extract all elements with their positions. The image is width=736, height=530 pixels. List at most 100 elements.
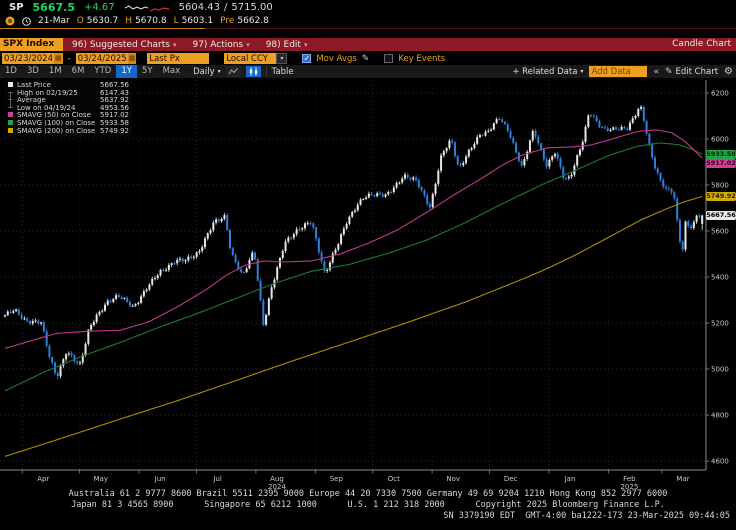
range-button-ytd[interactable]: YTD [94,66,112,76]
prev-close-value: Pre 5662.8 [220,16,269,26]
high-value: H 5670.8 [125,16,167,26]
x-axis-month-label: Apr [37,475,49,483]
currency-select[interactable] [224,53,277,64]
legend-row[interactable]: SMAVG (50) on Close 5917.02 [7,112,129,120]
legend-row[interactable]: ┼ Average 5637.92 [7,97,129,105]
legend-row[interactable]: Last Price 5667.56 [7,81,129,90]
x-axis-month-label: Jan [564,475,576,483]
related-data-button[interactable]: + Related Data ▾ [512,66,584,77]
last-price: 5667.5 [32,1,75,14]
collapse-panel-button[interactable]: « [653,66,659,77]
currency-caret-button[interactable]: ▾ [276,53,288,64]
legend-label: SMAVG (200) on Close [17,127,96,135]
line-chart-style-button[interactable] [225,66,241,77]
session-date: 21-Mar [38,16,70,26]
legend-row[interactable]: SMAVG (200) on Close 5749.92 [7,127,129,136]
legend-row[interactable]: ┴ Low on 04/19/24 4953.56 [7,103,129,113]
x-axis-month-label: Jun [154,475,166,483]
mov-avgs-checkbox[interactable]: ✓ [302,54,312,63]
legend-label: High on 02/19/25 [17,89,78,97]
mov-avgs-edit-icon[interactable]: ✎ [361,53,370,64]
y-axis-label: 5000 [711,366,729,374]
price-badge: 5667.56 [706,211,736,220]
legend-marker-icon: ┬ [8,88,13,97]
legend-swatch-icon [7,119,14,128]
range-button-1y[interactable]: 1Y [116,65,137,78]
legend-swatch-icon [7,127,14,136]
edit-chart-button[interactable]: ✎ Edit Chart [664,66,719,77]
range-button-6m[interactable]: 6M [71,66,85,76]
legend-label: SMAVG (100) on Close [17,119,96,127]
range-button-5y[interactable]: 5Y [141,66,153,76]
low-value: L 5603.1 [173,16,214,26]
legend-swatch-icon [7,112,14,120]
start-date-input[interactable] [2,53,54,64]
y-axis-label: 5400 [711,274,729,282]
security-header-line1: SP 5667.5 +4.67 5604.43 / 5715.00 [0,1,736,14]
footer-contact-line: Australia 61 2 9777 8600 Brazil 5511 239… [68,489,668,499]
price-badge: 5749.92 [706,192,736,201]
calendar-icon[interactable]: ▦ [127,53,137,64]
legend-label: Low on 04/19/24 [17,104,76,112]
legend-value: 5933.58 [100,118,129,127]
x-axis-year-label: 2025 [620,483,638,490]
legend-swatch-icon [7,82,14,90]
legend-value: 6147.43 [100,88,129,97]
legend-row[interactable]: SMAVG (100) on Close 5933.58 [7,118,129,128]
price-field-input[interactable] [147,53,210,64]
open-value: O 5630.7 [76,16,119,26]
legend-value: 4953.56 [100,103,129,112]
x-axis-month-label: Sep [330,475,344,483]
table-button[interactable]: Table [271,66,294,77]
range-button-1d[interactable]: 1D [5,66,17,76]
menu-item[interactable]: 96) Suggested Charts ▾ [72,39,177,50]
x-axis-month-label: Oct [388,475,400,483]
range-button-3d[interactable]: 3D [26,66,39,76]
y-axis-label: 6000 [711,136,729,144]
chart-legend: Last Price 5667.56 ┬ High on 02/19/25 6147.4… [4,80,132,138]
y-axis-label: 4800 [711,412,729,420]
calendar-icon[interactable]: ▦ [54,53,63,64]
y-axis-label: 5200 [711,320,729,328]
mov-avgs-label: Mov Avgs [316,53,357,64]
gear-icon[interactable]: ⚙ [724,66,733,77]
chart-canvas[interactable]: 4600 4800 5000 5200 5400 5600 5800 6000 6200 Apr M… [0,78,736,490]
market-status-icon [5,16,15,26]
ticker-symbol: SP [9,2,24,13]
range-button-1m[interactable]: 1M [48,66,62,76]
x-axis-month-label: Feb [623,475,636,483]
legend-row[interactable]: ┬ High on 02/19/25 6147.43 [7,88,129,98]
frequency-dropdown[interactable]: Daily ▾ [193,66,221,77]
legend-label: Average [17,97,46,105]
chart-type-label: Candle Chart [672,39,731,49]
moving-average-line [4,195,703,457]
legend-marker-icon: ┼ [8,96,13,105]
key-events-checkbox[interactable] [384,54,394,63]
moving-average-line [4,142,703,392]
range-button-max[interactable]: Max [162,66,181,76]
y-axis-label: 5800 [711,182,729,190]
x-axis-month-label: Nov [446,475,460,483]
footer-copyright-line: Japan 81 3 4565 8900 Singapore 65 6212 1… [71,500,665,510]
x-axis-month-label: Dec [504,475,518,483]
x-axis-year-label: 2024 [268,483,286,490]
day-range: 5604.43 / 5715.00 [178,2,273,13]
security-input[interactable]: SPX Index [0,38,63,51]
candle-chart-icon [249,67,257,76]
chevron-down-icon: ▾ [217,68,221,75]
x-axis-month-label: May [94,475,108,483]
moving-average-line [4,129,703,349]
y-axis-label: 5600 [711,228,729,236]
chart-filters-row: ▦ - ▦ ▾ ✓ Mov Avgs ✎ Key Events [0,52,736,65]
security-header-line2: 21-Mar O 5630.7 H 5670.8 L 5603.1 Pre 56… [0,15,736,27]
legend-label: SMAVG (50) on Close [17,112,91,120]
clock-icon [22,16,31,26]
menu-item[interactable]: 98) Edit ▾ [265,39,308,50]
candle-chart-style-button[interactable] [245,66,261,77]
add-data-input[interactable] [589,66,648,77]
footer-terminal-info: SN 3379190 EDT GMT-4:00 ba1222-173 23-Ma… [443,511,730,521]
end-date-input[interactable] [75,53,128,64]
menu-item[interactable]: 97) Actions ▾ [192,39,250,50]
toolbar-divider [265,67,267,76]
